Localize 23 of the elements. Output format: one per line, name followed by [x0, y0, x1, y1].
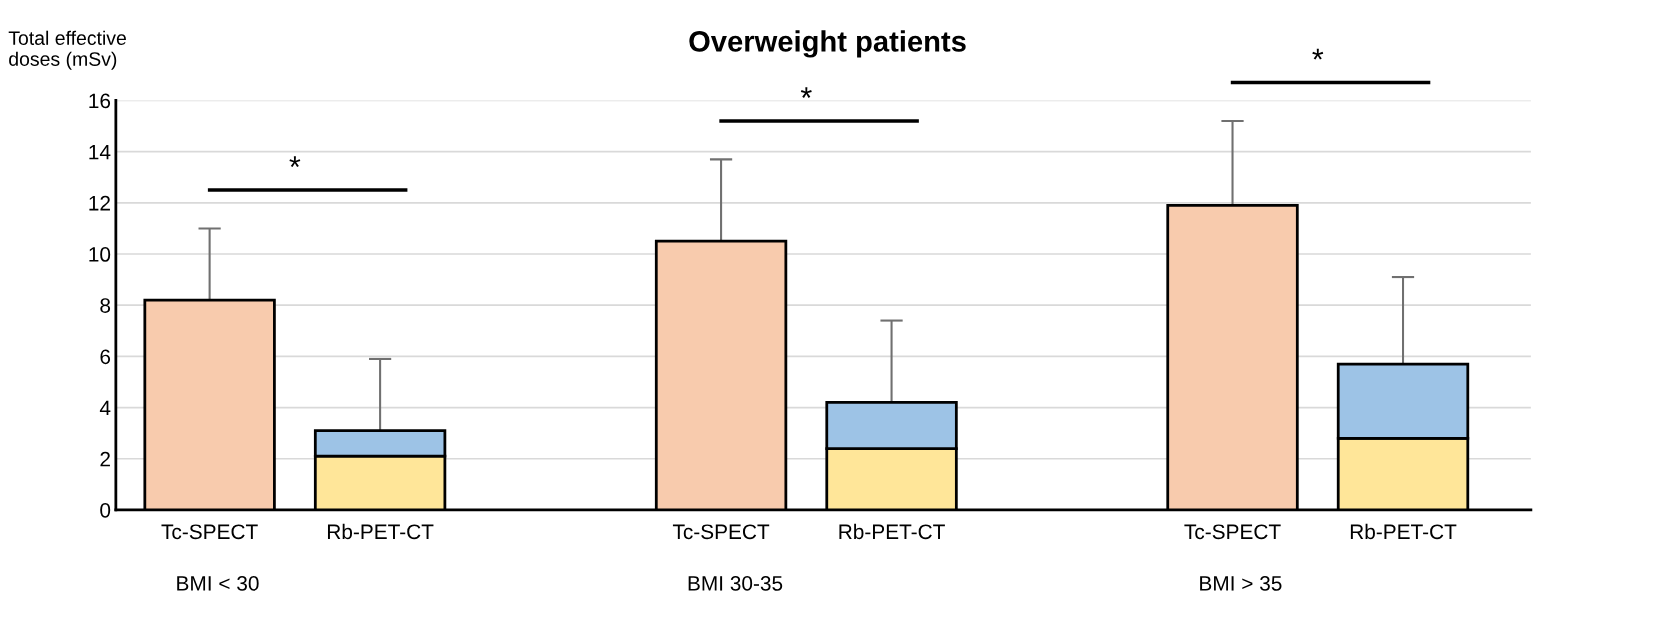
x-tick-label: Rb-PET-CT: [1350, 523, 1457, 540]
text: BMI 30-35: [688, 576, 783, 591]
y-tick-label: 12: [89, 195, 110, 211]
text: *: [800, 87, 812, 98]
y-tick-label: 10: [89, 247, 111, 262]
y-tick-label: 14: [89, 144, 111, 160]
x-tick-label: Rb-PET-CT: [839, 523, 945, 540]
annotation: *: [289, 156, 301, 168]
y-tick-label: 2: [100, 451, 110, 467]
text: *: [1312, 48, 1324, 60]
chart-title: Overweight patients: [689, 30, 966, 58]
y-tick-label: 4: [99, 400, 111, 416]
y-tick-label: 0: [100, 502, 111, 518]
text: BMI < 30: [177, 576, 259, 591]
text: BMI > 35: [1200, 576, 1282, 591]
y-tick-label: 8: [100, 298, 111, 313]
x-tick-label: Rb-PET-CT: [327, 523, 434, 540]
x-tick-label: Tc-SPECT: [1184, 524, 1281, 540]
y-tick-label: 16: [89, 93, 111, 109]
x-tick-label: Tc-SPECT: [672, 524, 770, 540]
y-axis-title: Total effective doses (mSv): [8, 30, 126, 70]
y-tick-label: 6: [100, 349, 111, 365]
x-tick-label: Tc-SPECT: [161, 524, 258, 540]
